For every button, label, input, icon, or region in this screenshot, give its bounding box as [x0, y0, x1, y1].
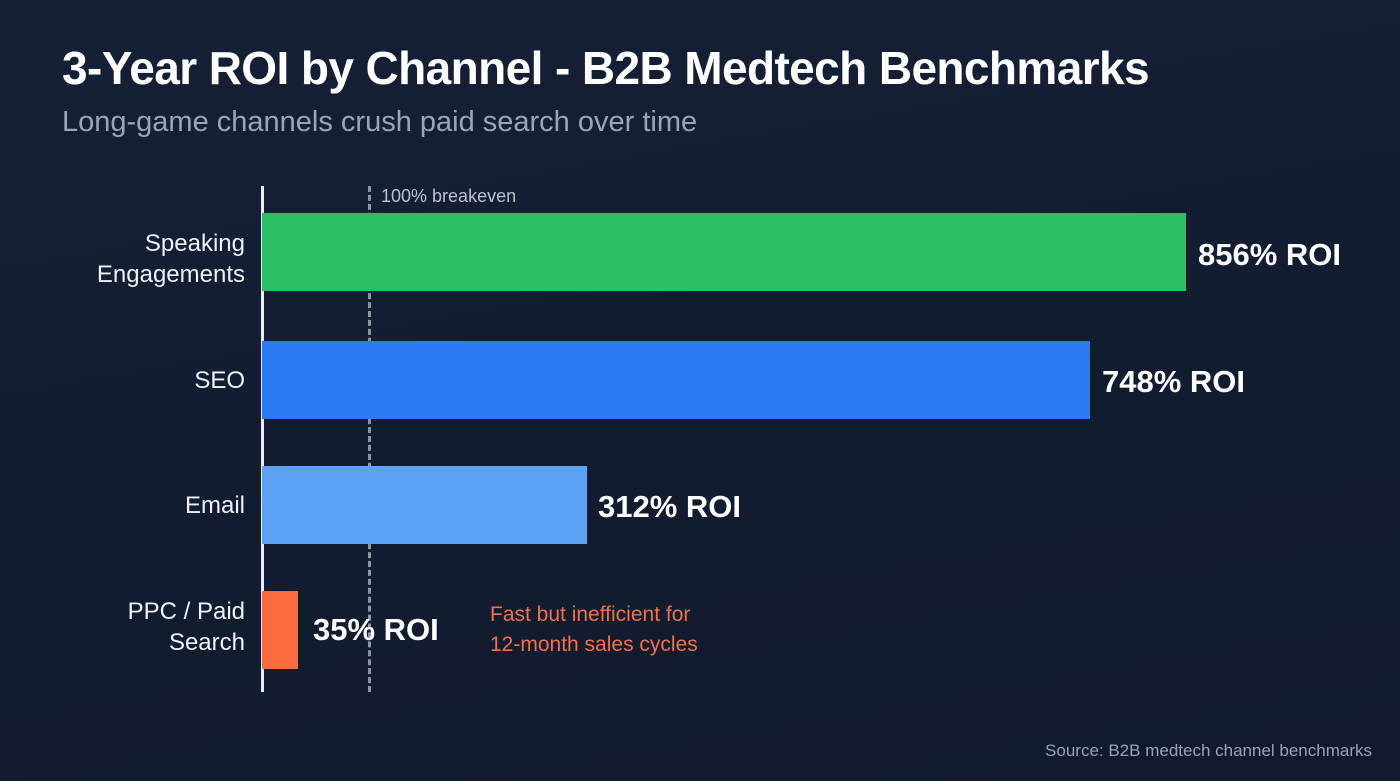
- bar-email: [262, 466, 587, 544]
- bar-speaking-engagements: [262, 213, 1186, 291]
- value-label-speaking-engagements: 856% ROI: [1198, 237, 1342, 272]
- bar-ppc-paid-search: [262, 591, 298, 669]
- category-label-email: Email: [184, 492, 245, 519]
- page-title: 3-Year ROI by Channel - B2B Medtech Benc…: [62, 42, 1150, 94]
- value-label-email: 312% ROI: [598, 489, 742, 524]
- source-caption: Source: B2B medtech channel benchmarks: [1045, 741, 1372, 760]
- y-axis-line: [261, 186, 264, 692]
- category-label-ppc-paid-search: PPC / Paid Search: [127, 598, 245, 656]
- bar-seo: [262, 341, 1090, 419]
- breakeven-label: 100% breakeven: [381, 186, 517, 206]
- value-label-seo: 748% ROI: [1102, 364, 1246, 399]
- page-subtitle: Long-game channels crush paid search ove…: [62, 106, 698, 138]
- value-label-ppc-paid-search: 35% ROI: [313, 612, 439, 647]
- ppc-annotation-note: Fast but inefficient for 12-month sales …: [490, 603, 698, 656]
- category-label-seo: SEO: [194, 367, 245, 394]
- category-label-speaking-engagements: Speaking Engagements: [96, 230, 245, 288]
- breakeven-reference-line: [368, 186, 371, 692]
